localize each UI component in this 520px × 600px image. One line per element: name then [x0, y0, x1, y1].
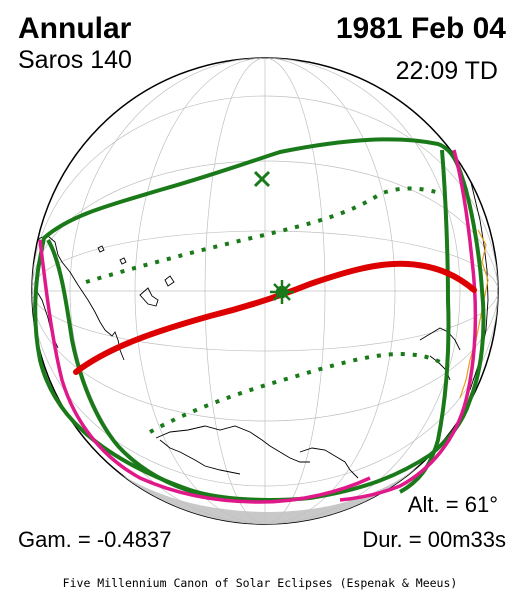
central-path — [73, 260, 477, 375]
credit-footer: Five Millennium Canon of Solar Eclipses … — [62, 576, 458, 590]
eclipse-type-title: Annular — [18, 12, 132, 45]
gamma-label: Gam. = -0.4837 — [18, 527, 172, 552]
annular-limit-north-dotted — [85, 186, 437, 284]
rise-set-curve-east — [339, 149, 478, 502]
rise-set-curve-west — [38, 239, 371, 504]
duration-label: Dur. = 00m33s — [362, 527, 506, 552]
star-icon — [270, 280, 294, 304]
time-label: 22:09 TD — [395, 57, 498, 85]
graticule — [32, 58, 498, 524]
penumbral-limit-west — [46, 238, 201, 496]
eclipse-date-title: 1981 Feb 04 — [335, 12, 506, 45]
altitude-label: Alt. = 61° — [407, 492, 498, 517]
saros-label: Saros 140 — [18, 46, 132, 74]
x-icon — [253, 170, 271, 188]
